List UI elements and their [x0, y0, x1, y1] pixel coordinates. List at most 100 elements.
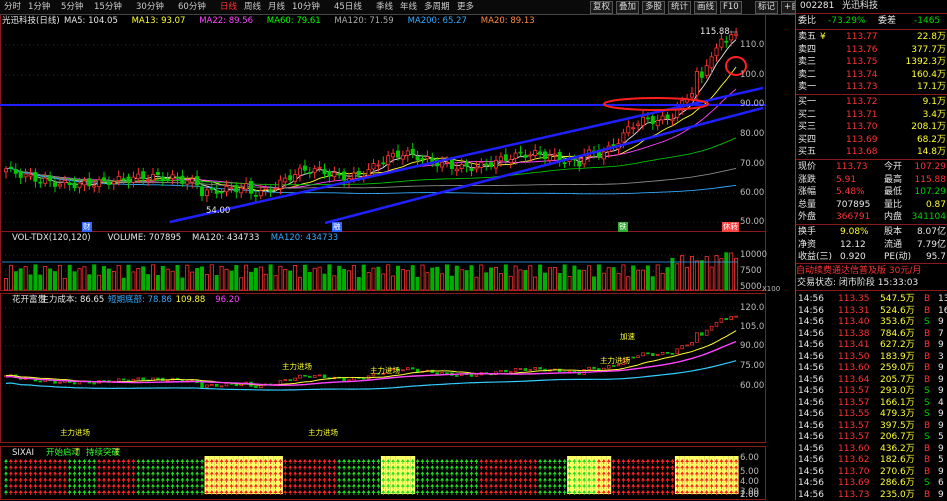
signal-arrow: [606, 490, 611, 493]
period-tab[interactable]: 年线: [400, 2, 418, 12]
tick-row[interactable]: 14:56 113.73 235.0万 B 9: [796, 489, 947, 501]
toolbar-button[interactable]: F10: [720, 1, 742, 14]
tick-row[interactable]: 14:56 113.57 397.5万 B 9: [796, 420, 947, 432]
tick-row[interactable]: 14:56 113.57 206.7万 S 5: [796, 431, 947, 443]
tick-row[interactable]: 14:56 113.35 547.5万 B 13: [796, 293, 947, 305]
signal-arrow: [258, 483, 263, 487]
signal-arrow: [577, 483, 582, 487]
signal-arrow: [361, 459, 366, 462]
signal-arrow: [494, 483, 498, 487]
signal-arrow: [616, 483, 621, 487]
tick-row[interactable]: 14:56 113.60 259.0万 B 9: [796, 362, 947, 374]
signal-arrow: [508, 490, 513, 493]
period-tab[interactable]: 1分钟: [28, 2, 51, 12]
quote-panel: 002281 光迅科技 委比 -73.29% 委差 -1465 卖五 ¥113.7…: [795, 0, 947, 500]
candle-body: [601, 151, 606, 160]
cost-candle: [474, 374, 479, 377]
period-tab[interactable]: 更多: [457, 2, 475, 12]
signal-arrow: [131, 477, 136, 481]
signal-arrow: [283, 465, 288, 469]
toolbar-button[interactable]: 统计: [668, 1, 692, 14]
signal-arrow: [33, 477, 38, 481]
cost-candle: [371, 372, 376, 377]
tick-row[interactable]: 14:56 113.57 293.0万 S 9: [796, 385, 947, 397]
ma-legend-item: MA60: 79.61: [266, 16, 321, 26]
cost-legend-item: 短期底部: 78.86: [108, 295, 172, 305]
signal-arrow: [719, 483, 724, 487]
signal-arrow: [587, 483, 592, 487]
signal-arrow: [219, 471, 224, 475]
signal-arrow: [332, 477, 337, 481]
stat-value: 7.79亿: [916, 239, 946, 250]
signal-arrow: [307, 477, 312, 481]
signal-arrow: [165, 477, 170, 481]
tick-row[interactable]: 14:56 113.40 353.6万 S 9: [796, 316, 947, 328]
candle-body: [518, 151, 523, 154]
period-tab[interactable]: 15分钟: [94, 2, 122, 12]
cost-candle: [308, 375, 312, 378]
tick-row[interactable]: 14:56 113.41 627.2万 B 9: [796, 339, 947, 351]
toolbar-button[interactable]: 多股: [642, 1, 666, 14]
signal-arrow: [596, 465, 601, 469]
period-tab[interactable]: 10分钟: [292, 2, 320, 12]
period-tab[interactable]: 30分钟: [136, 2, 164, 12]
signal-arrow: [425, 483, 430, 487]
tick-row[interactable]: 14:56 113.64 205.7万 B 9: [796, 374, 947, 386]
ask-price: 113.77: [846, 32, 878, 42]
chart-canvas[interactable]: [0, 0, 795, 500]
signal-arrow: [543, 471, 547, 475]
signal-arrow: [219, 490, 224, 493]
period-tab[interactable]: 5分钟: [61, 2, 84, 12]
signal-arrow: [508, 459, 513, 462]
event-marker[interactable]: 财: [82, 222, 92, 232]
signal-arrow: [268, 465, 273, 469]
signal-arrow: [180, 477, 185, 481]
toolbar-button[interactable]: 叠加: [616, 1, 640, 14]
toolbar-button[interactable]: 画线: [694, 1, 718, 14]
period-tab[interactable]: 45日线: [334, 2, 362, 12]
candle-body: [82, 180, 87, 186]
period-tab[interactable]: 月线: [268, 2, 286, 12]
candle-body: [449, 159, 454, 170]
candle-body: [102, 177, 107, 181]
period-tab[interactable]: 季线: [376, 2, 394, 12]
cost-candle: [200, 382, 204, 388]
tick-row[interactable]: 14:56 113.38 784.6万 B 7: [796, 328, 947, 340]
promo-banner[interactable]: 自动续费通达信普及版 30元/月: [796, 266, 922, 276]
period-tab[interactable]: 分时: [4, 2, 22, 12]
toolbar-button[interactable]: 复权: [590, 1, 614, 14]
tick-row[interactable]: 14:56 113.55 479.3万 S 9: [796, 408, 947, 420]
event-marker[interactable]: 融: [332, 222, 342, 232]
signal-arrow: [268, 459, 273, 462]
tick-row[interactable]: 14:56 113.50 183.9万 B 3: [796, 351, 947, 363]
tick-row[interactable]: 14:56 113.57 166.1万 S 4: [796, 397, 947, 409]
signal-arrow: [160, 490, 165, 493]
candle-body: [410, 148, 415, 155]
tick-row[interactable]: 14:56 113.70 270.6万 B 9: [796, 466, 947, 478]
tick-row[interactable]: 14:56 113.60 436.2万 B 9: [796, 443, 947, 455]
signal-arrow: [577, 477, 582, 481]
period-tab[interactable]: 多周期: [424, 2, 450, 12]
event-marker[interactable]: 铁: [618, 222, 628, 232]
period-tab[interactable]: 60分钟: [178, 2, 206, 12]
signal-arrow: [479, 483, 484, 487]
tick-row[interactable]: 14:56 113.69 286.6万 S 6: [796, 477, 947, 489]
volume-bar: [400, 269, 405, 291]
tick-row[interactable]: 14:56 113.62 182.6万 B 5: [796, 454, 947, 466]
candle-body: [283, 177, 288, 183]
event-marker[interactable]: 休转: [722, 222, 739, 232]
signal-arrow: [645, 465, 650, 469]
volume-bar: [543, 272, 548, 291]
tick-row[interactable]: 14:56 113.31 524.6万 B 16: [796, 305, 947, 317]
signal-arrow: [146, 490, 151, 493]
period-tab[interactable]: 日线: [220, 2, 238, 12]
volume-bar: [454, 265, 459, 291]
stat-value: 0.920: [840, 252, 866, 263]
toolbar-button[interactable]: 标记: [755, 1, 779, 14]
bid-label: 买三: [798, 122, 817, 133]
signal-arrow: [650, 459, 655, 462]
candle-body: [234, 185, 239, 193]
signal-arrow: [8, 471, 13, 475]
period-tab[interactable]: 周线: [244, 2, 262, 12]
signal-arrow: [180, 471, 185, 475]
